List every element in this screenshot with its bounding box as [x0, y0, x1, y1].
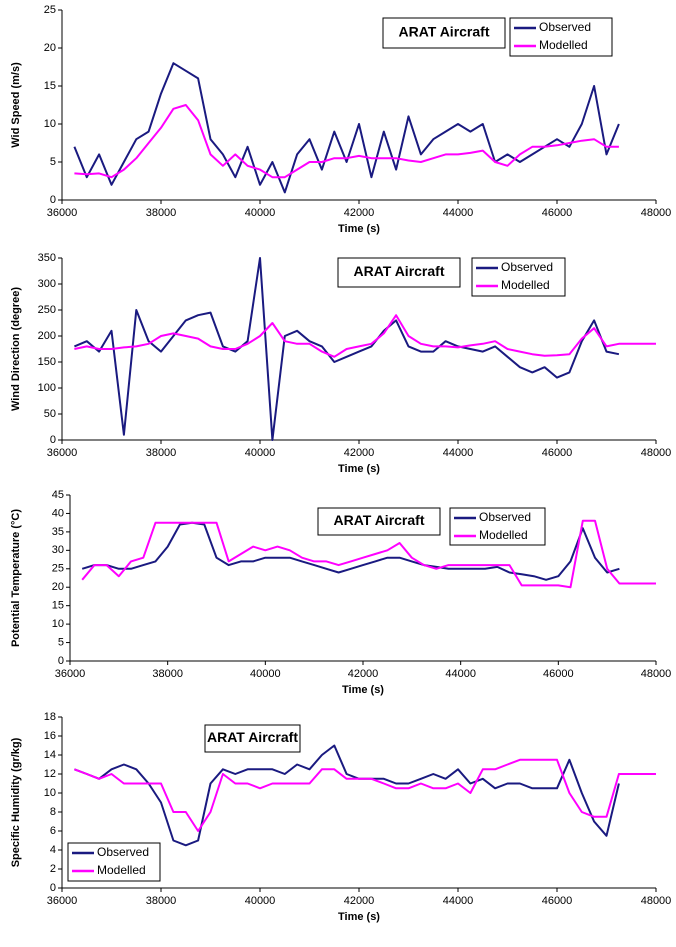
series-line — [73, 62, 620, 194]
x-tick-label: 46000 — [543, 668, 574, 680]
x-tick-label: 40000 — [245, 895, 276, 907]
x-tick-label: 44000 — [445, 668, 476, 680]
legend-label: Modelled — [501, 278, 550, 292]
y-tick-label: 50 — [44, 408, 56, 420]
x-tick-label: 36000 — [47, 207, 78, 219]
x-tick-label: 36000 — [47, 447, 78, 459]
series-line — [74, 314, 656, 358]
y-tick-label: 30 — [52, 544, 64, 556]
y-tick-label: 10 — [52, 618, 64, 630]
y-tick-label: 6 — [50, 825, 56, 837]
y-tick-label: 150 — [38, 356, 56, 368]
legend-box — [449, 507, 546, 546]
x-tick-label: 42000 — [348, 668, 379, 680]
x-tick-label: 38000 — [146, 207, 177, 219]
y-axis-title: Wid Speed (m/s) — [10, 62, 22, 148]
y-tick-label: 2 — [50, 863, 56, 875]
y-tick-label: 18 — [44, 711, 56, 723]
x-tick-label: 42000 — [344, 895, 375, 907]
y-axis-title: Wind Direction (degree) — [10, 287, 22, 411]
legend-label: Observed — [479, 510, 531, 524]
x-axis-title: Time (s) — [338, 911, 380, 923]
series-line — [74, 744, 620, 847]
x-tick-label: 48000 — [641, 207, 672, 219]
annotation: ARAT Aircraft — [333, 512, 424, 528]
y-tick-label: 300 — [38, 278, 56, 290]
y-tick-label: 15 — [52, 600, 64, 612]
y-tick-label: 250 — [38, 304, 56, 316]
x-tick-label: 40000 — [245, 447, 276, 459]
y-tick-label: 45 — [52, 489, 64, 501]
x-tick-label: 36000 — [55, 668, 86, 680]
y-tick-label: 10 — [44, 787, 56, 799]
annotation: ARAT Aircraft — [398, 24, 489, 40]
series-line — [81, 519, 656, 589]
y-tick-label: 10 — [44, 118, 56, 130]
series-line — [74, 758, 656, 832]
annotation-box — [317, 507, 441, 536]
legend-label: Observed — [539, 20, 591, 34]
legend-label: Observed — [97, 845, 149, 859]
y-tick-label: 40 — [52, 507, 64, 519]
x-tick-label: 40000 — [250, 668, 281, 680]
legend-label: Modelled — [479, 528, 528, 542]
y-axis-title: Potential Temperature (°C) — [10, 509, 22, 647]
x-tick-label: 44000 — [443, 447, 474, 459]
y-tick-label: 20 — [44, 42, 56, 54]
y-tick-label: 200 — [38, 330, 56, 342]
y-tick-label: 5 — [50, 156, 56, 168]
y-tick-label: 25 — [44, 4, 56, 16]
x-tick-label: 38000 — [146, 447, 177, 459]
y-tick-label: 4 — [50, 844, 56, 856]
y-tick-label: 35 — [52, 526, 64, 538]
x-tick-label: 46000 — [542, 207, 573, 219]
x-axis-title: Time (s) — [338, 223, 380, 235]
annotation-box — [382, 17, 506, 49]
y-tick-label: 20 — [52, 581, 64, 593]
x-tick-label: 44000 — [443, 895, 474, 907]
legend-label: Modelled — [97, 863, 146, 877]
y-tick-label: 16 — [44, 730, 56, 742]
series-line — [81, 521, 620, 581]
legend-label: Observed — [501, 260, 553, 274]
y-tick-label: 0 — [50, 434, 56, 446]
series-line — [74, 257, 620, 441]
x-tick-label: 38000 — [146, 895, 177, 907]
series-line — [74, 104, 619, 179]
y-tick-label: 12 — [44, 768, 56, 780]
x-tick-label: 36000 — [47, 895, 78, 907]
x-tick-label: 48000 — [641, 895, 672, 907]
y-tick-label: 100 — [38, 382, 56, 394]
x-tick-label: 48000 — [641, 447, 672, 459]
x-tick-label: 48000 — [641, 668, 672, 680]
legend-box — [509, 17, 613, 57]
legend-box — [67, 842, 161, 882]
x-tick-label: 42000 — [344, 207, 375, 219]
y-tick-label: 0 — [58, 655, 64, 667]
y-tick-label: 25 — [52, 563, 64, 575]
y-tick-label: 14 — [44, 749, 56, 761]
annotation-box — [204, 724, 301, 753]
x-axis-title: Time (s) — [342, 684, 384, 696]
y-axis-title: Specific Humidity (gr/kg) — [10, 737, 22, 867]
x-tick-label: 38000 — [152, 668, 183, 680]
x-tick-label: 46000 — [542, 895, 573, 907]
y-tick-label: 0 — [50, 194, 56, 206]
legend-label: Modelled — [539, 38, 588, 52]
annotation: ARAT Aircraft — [353, 263, 444, 279]
x-axis-title: Time (s) — [338, 463, 380, 475]
legend-box — [471, 257, 566, 297]
y-tick-label: 8 — [50, 806, 56, 818]
x-tick-label: 42000 — [344, 447, 375, 459]
annotation: ARAT Aircraft — [207, 729, 298, 745]
x-tick-label: 44000 — [443, 207, 474, 219]
y-tick-label: 5 — [58, 636, 64, 648]
y-tick-label: 15 — [44, 80, 56, 92]
y-tick-label: 350 — [38, 252, 56, 264]
x-tick-label: 40000 — [245, 207, 276, 219]
y-tick-label: 0 — [50, 882, 56, 894]
annotation-box — [337, 257, 461, 288]
x-tick-label: 46000 — [542, 447, 573, 459]
